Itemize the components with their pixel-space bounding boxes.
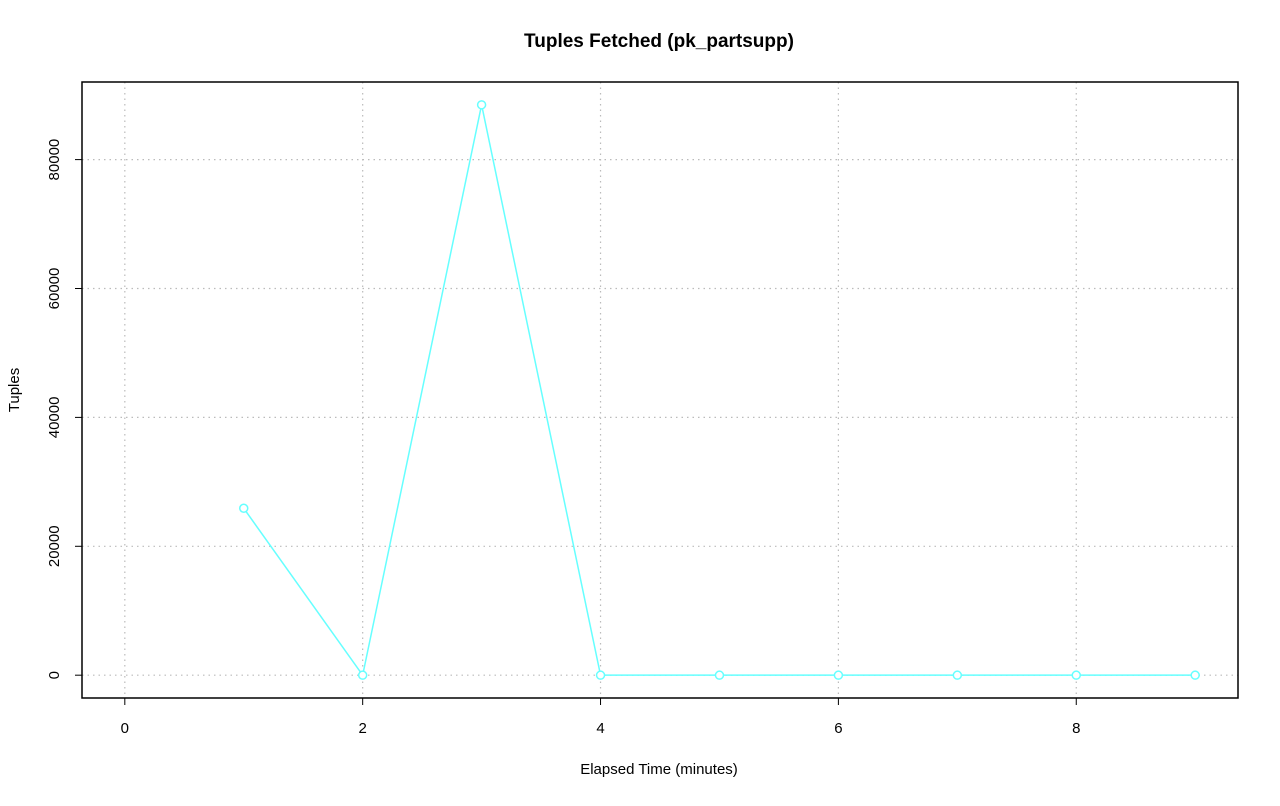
x-tick-label: 8	[1072, 720, 1080, 737]
y-tick-label: 20000	[46, 525, 63, 567]
data-point	[714, 670, 725, 680]
data-point	[952, 670, 963, 680]
y-tick-label: 40000	[46, 397, 63, 439]
y-tick-label: 0	[46, 671, 63, 679]
data-line	[243, 104, 1196, 678]
plot-frame	[81, 81, 1239, 699]
x-tick-label: 2	[359, 720, 367, 737]
x-tick-label: 0	[121, 720, 129, 737]
x-tick-label: 6	[834, 720, 842, 737]
data-point	[1190, 670, 1200, 680]
chart-title: Tuples Fetched (pk_partsupp)	[524, 31, 794, 52]
data-point	[595, 670, 606, 680]
x-tick-label: 4	[596, 720, 604, 737]
data-point	[1071, 670, 1082, 680]
data-point	[476, 100, 487, 110]
y-axis-label: Tuples	[6, 368, 23, 412]
y-tick-label: 80000	[46, 139, 63, 181]
data-point	[833, 670, 844, 680]
data-point	[357, 670, 368, 680]
y-tick-label: 60000	[46, 268, 63, 310]
x-axis-label: Elapsed Time (minutes)	[580, 761, 738, 778]
data-point	[238, 503, 249, 514]
